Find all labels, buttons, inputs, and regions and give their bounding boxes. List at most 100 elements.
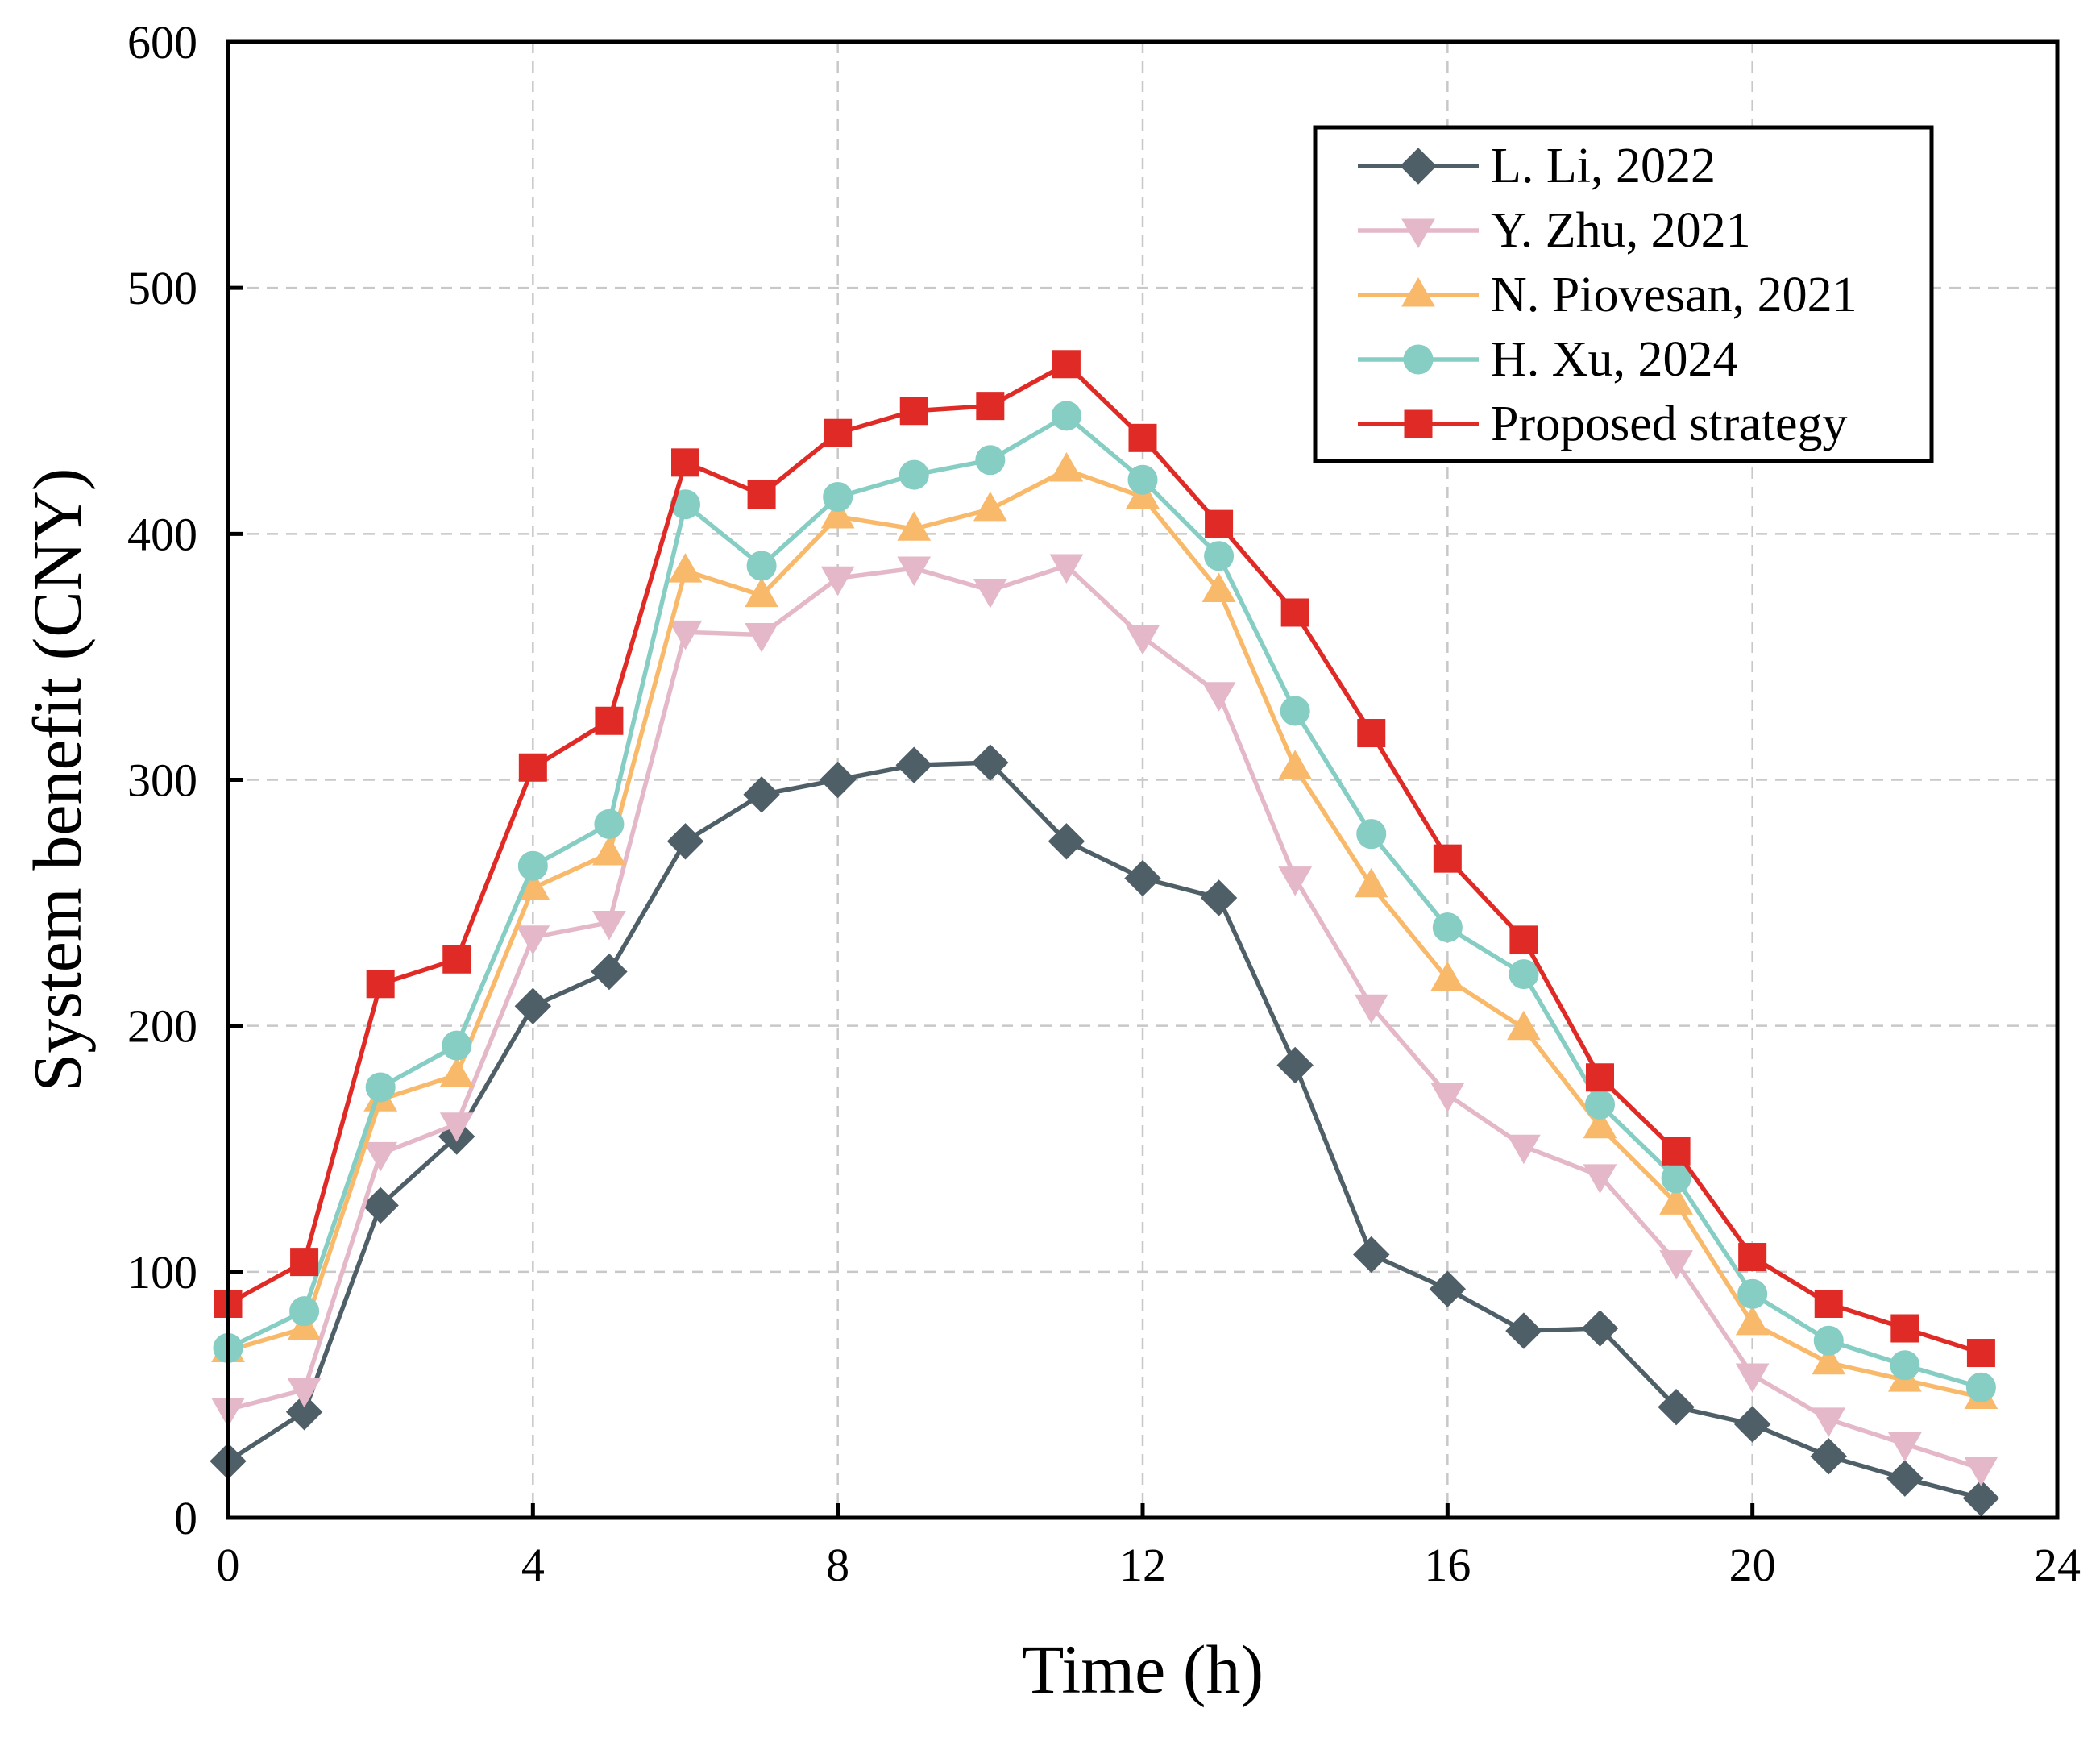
data-point	[1735, 1305, 1770, 1336]
data-point	[1278, 750, 1313, 779]
data-point	[1049, 554, 1084, 584]
data-point	[1200, 879, 1238, 916]
data-point	[820, 566, 855, 596]
data-point	[743, 776, 780, 813]
data-point	[285, 1394, 323, 1431]
data-point	[899, 397, 928, 426]
data-point	[1433, 844, 1462, 873]
data-point	[1124, 859, 1161, 897]
x-tick-label: 20	[1729, 1539, 1776, 1591]
data-point	[897, 556, 932, 587]
data-point	[1585, 1089, 1615, 1120]
data-point	[592, 910, 626, 941]
data-point	[899, 459, 929, 490]
data-point	[1051, 401, 1081, 431]
data-point	[747, 480, 776, 509]
data-point	[1278, 866, 1313, 896]
x-tick-label: 8	[826, 1539, 849, 1591]
data-point	[363, 1141, 398, 1172]
data-point	[362, 1186, 399, 1224]
data-point	[1353, 1236, 1390, 1274]
y-tick-label: 0	[174, 1492, 197, 1544]
data-point	[1583, 1108, 1617, 1139]
legend-label: H. Xu, 2024	[1491, 332, 1738, 387]
data-point	[1430, 1083, 1465, 1113]
series-0	[210, 744, 2000, 1517]
data-point	[1583, 1164, 1617, 1194]
data-point	[823, 482, 853, 513]
data-point	[1509, 925, 1538, 954]
data-point	[1052, 350, 1081, 379]
series-line	[227, 467, 1982, 1400]
data-point	[591, 953, 628, 991]
y-tick-label: 600	[127, 16, 197, 69]
series-3	[213, 401, 1996, 1402]
data-point	[518, 753, 547, 782]
legend-label: Proposed strategy	[1491, 397, 1848, 451]
data-point	[1509, 959, 1539, 990]
data-point	[1432, 912, 1463, 943]
data-point	[975, 445, 1006, 476]
legend-item: L. Li, 2022	[1358, 139, 1716, 193]
data-point	[1276, 1046, 1314, 1084]
legend-item: Y. Zhu, 2021	[1358, 203, 1751, 258]
axis-ticks: 0 4 8 12 16 20 24 0 100 200 300 400 500 600	[127, 16, 2081, 1591]
data-point	[289, 1296, 320, 1327]
data-point	[1737, 1278, 1768, 1309]
data-point	[1507, 1134, 1541, 1165]
x-axis-title: Time (h)	[1022, 1631, 1264, 1708]
legend-marker	[1401, 276, 1435, 307]
data-point	[1659, 1250, 1693, 1280]
data-point	[1126, 625, 1160, 655]
data-point	[594, 808, 625, 839]
data-point	[1662, 1137, 1691, 1166]
data-point	[1890, 1314, 1919, 1343]
data-point	[668, 620, 703, 650]
data-point	[366, 970, 395, 999]
data-point	[1280, 696, 1310, 726]
data-point	[365, 1072, 396, 1103]
data-point	[1201, 682, 1236, 712]
y-tick-label: 300	[127, 754, 197, 807]
y-tick-label: 500	[127, 262, 197, 314]
data-point	[287, 1378, 322, 1408]
data-point	[1204, 541, 1235, 571]
data-point	[1127, 464, 1158, 495]
data-point	[1812, 1344, 1846, 1375]
data-point	[1048, 823, 1085, 860]
data-point	[1733, 1406, 1771, 1443]
legend-item: H. Xu, 2024	[1358, 332, 1738, 387]
data-point	[973, 491, 1007, 522]
data-point	[1890, 1350, 1920, 1381]
data-point	[1280, 598, 1309, 627]
data-point	[666, 823, 704, 860]
data-point	[1659, 1185, 1693, 1215]
data-point	[824, 418, 853, 447]
legend-label: Y. Zhu, 2021	[1491, 203, 1751, 258]
data-point	[442, 945, 471, 974]
x-tick-label: 0	[217, 1539, 240, 1591]
data-point	[1128, 423, 1157, 452]
data-point	[1354, 867, 1388, 898]
legend: L. Li, 2022 Y. Zhu, 2021 N. Piovesan, 2021…	[1313, 125, 1934, 463]
series-line	[226, 413, 1982, 1390]
data-point	[745, 577, 778, 608]
y-axis-title: System benefit (CNY)	[19, 468, 96, 1092]
data-point	[514, 987, 552, 1024]
data-point	[1505, 1312, 1542, 1349]
data-point	[1886, 1460, 1924, 1497]
data-point	[972, 744, 1009, 781]
data-point	[1357, 719, 1386, 748]
data-point	[517, 850, 548, 881]
data-point	[976, 392, 1005, 421]
series-2	[211, 451, 1998, 1409]
data-point	[1581, 1310, 1619, 1347]
data-point	[1738, 1243, 1767, 1272]
y-tick-label: 100	[127, 1246, 197, 1299]
data-point	[746, 551, 777, 581]
data-point	[516, 925, 550, 955]
x-tick-label: 16	[1424, 1539, 1471, 1591]
data-point	[1205, 509, 1234, 538]
data-point	[1965, 1372, 1996, 1402]
legend-item: N. Piovesan, 2021	[1358, 268, 1857, 322]
